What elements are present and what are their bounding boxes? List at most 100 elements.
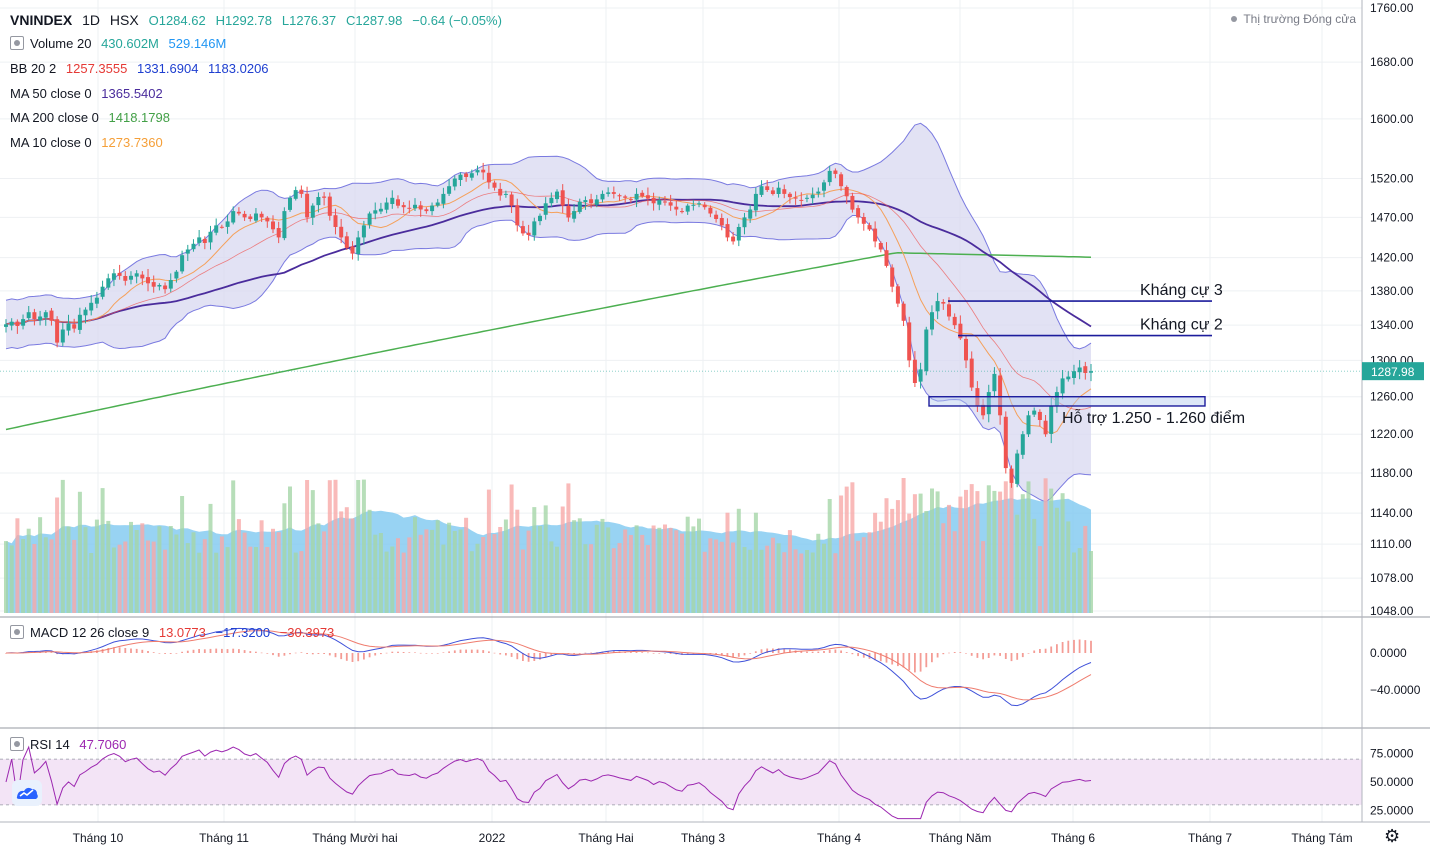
volume-bar [805,550,809,613]
volume-bar [964,489,968,613]
macd-histogram-bar [147,651,149,653]
candle-body [174,271,179,279]
legend-macd-v2: −17.3200 [215,625,271,640]
macd-histogram-bar [141,649,144,653]
macd-histogram-bar [612,651,615,653]
candle-body [163,285,168,290]
macd-histogram-bar [272,653,274,656]
eye-icon[interactable] [10,625,24,639]
volume-bar [458,529,463,613]
ma50-line [5,198,1092,328]
volume-bar [202,539,207,613]
candle-body [396,199,400,206]
eye-icon[interactable] [10,737,24,751]
macd-histogram-bar [505,653,507,656]
volume-bar [361,479,366,613]
legend-bb-v2: 1331.6904 [136,61,199,76]
eye-icon[interactable] [10,36,24,50]
volume-bar [731,542,736,613]
macd-histogram-bar [465,649,467,653]
gear-icon[interactable]: ⚙ [1384,826,1401,846]
volume-bar [1049,488,1054,613]
candle-body [458,174,463,180]
price-tick-label: 1600.00 [1370,112,1414,126]
candle-body [793,197,798,199]
symbol-legend[interactable]: VNINDEX 1D HSX O1284.62 H1292.78 L1276.3… [10,12,508,29]
rsi-tick-label: 50.0000 [1370,775,1414,789]
candle-body [611,192,616,194]
candle-body [714,214,719,219]
volume-bar [884,498,889,613]
legend-macd-v1: 13.0773 [158,625,206,640]
candles [0,162,1362,488]
low-value: L1276.37 [281,13,337,28]
candle-body [1060,378,1065,394]
legend-ma10[interactable]: MA 10 close 0 1273.7360 [10,135,169,151]
volume-bar [975,491,980,613]
volume-bar [498,527,503,613]
macd-histogram-bar [885,653,888,663]
macd-histogram-bar [652,653,655,654]
candle-body [549,197,554,204]
candle-body [21,319,26,326]
volume-bar [691,526,696,613]
candle-body [1089,371,1093,373]
volume-bar [549,541,554,613]
candle-body [15,321,20,326]
volume-bar [611,548,616,613]
macd-histogram-bar [817,651,820,653]
candle-body [765,186,770,190]
candle-body [305,193,310,218]
volume-bar [725,512,730,613]
candle-body [1037,411,1042,420]
candle-body [907,322,912,361]
macd-histogram-bar [737,653,740,657]
macd-histogram-bar [368,653,371,658]
legend-bb[interactable]: BB 20 2 1257.3555 1331.6904 1183.0206 [10,61,275,77]
legend-ma50[interactable]: MA 50 close 0 1365.5402 [10,86,169,102]
volume-bar [640,534,645,613]
macd-histogram-bar [1056,644,1058,653]
volume-bar [1043,478,1048,613]
candle-body [776,187,781,194]
candle-body [356,237,361,254]
market-status: Thị trường Đóng cửa [1231,12,1356,26]
support-zone [928,396,1206,407]
macd-histogram-bar [857,653,859,657]
macd-histogram-bar [931,653,933,663]
candle-body [1054,392,1059,407]
candle-body [1066,376,1071,380]
volume-bar [26,528,31,613]
price-tick-label: 1420.00 [1370,251,1414,265]
volume-bar [702,551,707,613]
volume-bar [123,541,128,613]
legend-ma200[interactable]: MA 200 close 0 1418.1798 [10,110,176,126]
macd-histogram-bar [879,653,882,662]
volume-bar [72,539,77,613]
legend-rsi-v1: 47.7060 [79,737,127,752]
exchange: HSX [109,12,139,28]
macd-histogram-bar [777,648,780,653]
candle-body [492,182,497,188]
tradingview-logo-icon[interactable] [12,780,42,806]
volume-bar [310,490,315,613]
macd-histogram-bar [897,653,899,667]
macd-histogram-bar [1061,642,1064,653]
candle-body [481,169,486,173]
volume-bar [748,549,753,613]
volume-bar [1072,552,1076,613]
volume-bar [981,541,986,613]
volume-bar [606,527,611,613]
macd-histogram-bar [328,653,331,656]
volume-bar [674,530,679,613]
macd-histogram-bar [402,652,405,653]
volume-bar [765,545,770,613]
volume-bar [163,549,168,613]
candle-body [373,210,378,214]
candle-body [208,231,213,243]
legend-volume[interactable]: Volume 20 430.602M 529.146M [10,36,232,52]
legend-rsi[interactable]: RSI 14 47.7060 [10,737,132,753]
legend-ma200-v1: 1418.1798 [108,110,170,125]
legend-macd[interactable]: MACD 12 26 close 9 13.0773 −17.3200 −30.… [10,625,340,641]
